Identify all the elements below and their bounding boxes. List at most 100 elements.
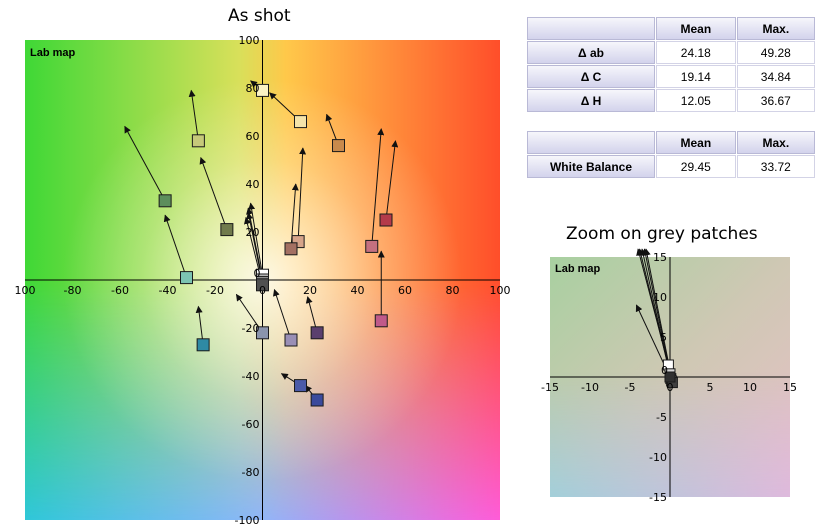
patch-shift-arrow <box>199 156 228 230</box>
x-tick-label: 80 <box>446 284 460 297</box>
row-label-white-balance: White Balance <box>527 155 655 178</box>
table-header-row: Mean Max. <box>527 131 815 154</box>
y-tick-label: -20 <box>242 322 260 335</box>
row-mean: 24.18 <box>656 41 736 64</box>
y-tick-label: 10 <box>653 291 667 304</box>
patch-shift-arrow <box>163 214 187 278</box>
patch-marker <box>294 379 307 393</box>
lab-map-chart: 100 -80 -60 -40 -20 0 20 40 60 80 100 100 80 60 40 20 0 -… <box>15 34 511 527</box>
zoom-map-label: Lab map <box>555 263 601 275</box>
table-header-blank <box>527 131 655 154</box>
table-header-blank <box>527 17 655 40</box>
x-tick-label: 0 <box>667 381 674 394</box>
lab-map-tick-labels: 100 -80 -60 -40 -20 0 20 40 60 80 100 100 80 60 40 20 0 -… <box>15 34 511 527</box>
y-tick-label: -15 <box>649 491 667 504</box>
y-tick-label: 5 <box>660 331 667 344</box>
x-tick-label: -80 <box>64 284 82 297</box>
zoom-marks <box>635 248 678 389</box>
patch-marker <box>256 278 269 292</box>
row-label-delta-h: Δ H <box>527 89 655 112</box>
patch-marker <box>379 213 393 227</box>
row-max: 36.67 <box>736 89 815 112</box>
delta-error-table: Mean Max. Δ ab 24.18 49.28 Δ C 19.14 34.… <box>526 16 816 113</box>
zoom-tick-labels: -15 -10 -5 0 5 10 15 15 10 5 0 -5 -10 -15 <box>541 251 797 504</box>
white-balance-table: Mean Max. White Balance 29.45 33.72 <box>526 130 816 179</box>
table-row: Δ H 12.05 36.67 <box>527 89 815 112</box>
lab-map-label: Lab map <box>30 47 76 59</box>
x-tick-label: 100 <box>490 284 511 297</box>
table-row: Δ C 19.14 34.84 <box>527 65 815 88</box>
row-max: 49.28 <box>736 41 815 64</box>
row-label-delta-c: Δ C <box>527 65 655 88</box>
y-tick-label: 60 <box>246 130 260 143</box>
patch-shift-arrow <box>124 125 166 202</box>
x-tick-label: 40 <box>351 284 365 297</box>
x-tick-label: -40 <box>159 284 177 297</box>
patch-shift-arrow <box>273 288 292 341</box>
table-header-mean: Mean <box>656 131 736 154</box>
row-max: 34.84 <box>736 65 815 88</box>
patch-marker <box>374 314 388 328</box>
patch-marker <box>220 223 234 237</box>
x-tick-label: -60 <box>111 284 129 297</box>
patch-shift-arrow <box>385 140 399 221</box>
patch-shift-arrow <box>639 248 672 379</box>
y-tick-label: -10 <box>649 451 667 464</box>
y-tick-label: 0 <box>254 267 261 280</box>
x-tick-label: -10 <box>581 381 599 394</box>
lab-map-marks <box>124 80 399 407</box>
patch-marker <box>158 194 172 208</box>
patch-marker <box>191 134 205 148</box>
table-row: White Balance 29.45 33.72 <box>527 155 815 178</box>
y-tick-label: -5 <box>656 411 667 424</box>
patch-marker <box>180 271 193 285</box>
x-tick-label: 20 <box>303 284 317 297</box>
patch-marker <box>294 115 307 129</box>
y-tick-label: -100 <box>235 514 260 527</box>
patch-shift-arrow <box>188 89 199 141</box>
patch-marker <box>310 326 324 340</box>
patch-marker <box>332 139 345 153</box>
x-tick-label: -15 <box>541 381 559 394</box>
row-max: 33.72 <box>736 155 815 178</box>
patch-shift-arrow <box>371 128 385 247</box>
x-tick-label: 60 <box>398 284 412 297</box>
x-tick-label: 100 <box>15 284 36 297</box>
zoom-grey-chart: -15 -10 -5 0 5 10 15 15 10 5 0 -5 -10 -15 Lab map <box>541 248 797 504</box>
table-header-max: Max. <box>736 131 815 154</box>
y-tick-label: -40 <box>242 370 260 383</box>
y-tick-label: 15 <box>653 251 667 264</box>
table-header-mean: Mean <box>656 17 736 40</box>
patch-marker <box>196 338 210 352</box>
table-header-max: Max. <box>736 17 815 40</box>
x-tick-label: -5 <box>625 381 636 394</box>
table-header-row: Mean Max. <box>527 17 815 40</box>
row-mean: 29.45 <box>656 155 736 178</box>
y-tick-label: 0 <box>661 364 668 377</box>
y-tick-label: -60 <box>242 418 260 431</box>
x-tick-label: 10 <box>743 381 757 394</box>
patch-marker <box>284 333 298 347</box>
row-mean: 19.14 <box>656 65 736 88</box>
patch-marker <box>284 242 298 256</box>
row-mean: 12.05 <box>656 89 736 112</box>
y-tick-label: 100 <box>239 34 260 47</box>
zoom-chart-title: Zoom on grey patches <box>566 224 758 244</box>
patch-marker <box>365 239 379 253</box>
patch-marker <box>256 326 269 340</box>
x-tick-label: -20 <box>206 284 224 297</box>
patch-shift-arrow <box>297 147 307 242</box>
row-label-delta-ab: Δ ab <box>527 41 655 64</box>
y-tick-label: 80 <box>246 82 260 95</box>
patch-marker <box>664 371 676 383</box>
y-tick-label: -80 <box>242 466 260 479</box>
main-chart-title: As shot <box>228 6 291 26</box>
x-tick-label: 0 <box>259 284 266 297</box>
patch-marker <box>310 393 324 407</box>
table-row: Δ ab 24.18 49.28 <box>527 41 815 64</box>
patch-shift-arrow <box>642 248 673 382</box>
patch-marker <box>256 83 269 97</box>
y-tick-label: 40 <box>246 178 260 191</box>
y-tick-label: 20 <box>246 226 260 239</box>
x-tick-label: 5 <box>707 381 714 394</box>
